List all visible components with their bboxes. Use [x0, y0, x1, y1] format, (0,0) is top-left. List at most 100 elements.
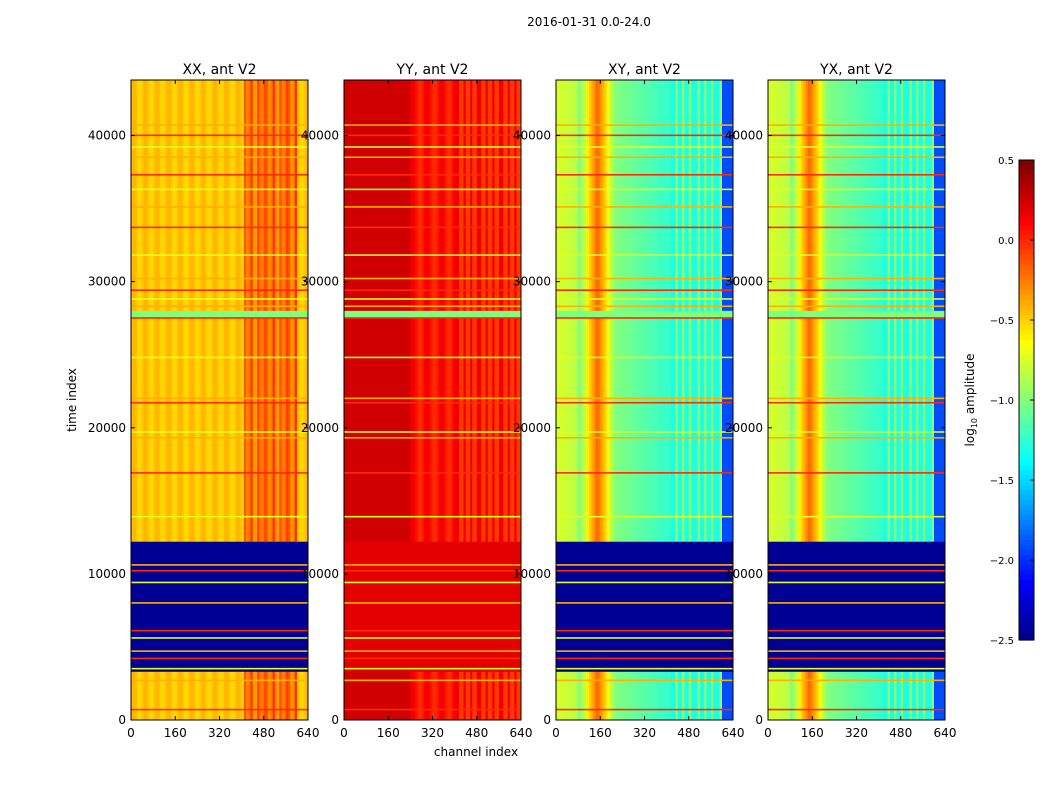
- heatmap-column: [279, 80, 282, 720]
- heatmap-column: [179, 80, 183, 720]
- heatmap-column: [617, 80, 621, 720]
- heatmap-column: [230, 80, 234, 720]
- heatmap-column: [858, 80, 862, 720]
- x-axis-label: channel index: [434, 745, 518, 759]
- flag-row: [344, 569, 521, 572]
- low-time-block: [344, 541, 521, 672]
- panel-title: YX, ant V2: [819, 62, 893, 78]
- heatmap-column: [902, 80, 906, 720]
- heatmap-column: [821, 80, 824, 720]
- y-tick-label: 0: [331, 713, 339, 727]
- flag-row: [344, 188, 521, 191]
- heatmap-column: [377, 80, 380, 720]
- heatmap-column: [931, 80, 935, 720]
- heatmap-column: [794, 80, 798, 720]
- colorbar-segment: [1019, 175, 1034, 181]
- colorbar-segment: [1019, 605, 1034, 611]
- heatmap-column: [677, 80, 681, 720]
- y-tick-label: 20000: [301, 421, 339, 435]
- heatmap-column: [346, 80, 349, 720]
- colorbar-segment: [1019, 200, 1034, 206]
- heatmap-column: [288, 80, 291, 720]
- flag-row: [131, 637, 308, 639]
- flag-row: [344, 289, 521, 292]
- heatmap-column: [776, 80, 780, 720]
- flag-row: [131, 629, 308, 632]
- flag-row: [344, 134, 521, 137]
- heatmap-column: [633, 80, 637, 720]
- heatmap-column: [728, 80, 732, 720]
- colorbar-segment: [1019, 185, 1034, 191]
- flag-row: [344, 156, 521, 159]
- heatmap-column: [805, 80, 809, 720]
- heatmap-column: [374, 80, 378, 720]
- heatmap-column: [816, 80, 820, 720]
- heatmap-column: [184, 80, 187, 720]
- heatmap-column: [263, 80, 267, 720]
- heatmap-column: [914, 80, 917, 720]
- heatmap-column: [863, 80, 866, 720]
- heatmap-column: [586, 80, 590, 720]
- colorbar-segment: [1019, 610, 1034, 616]
- heatmap-column: [232, 80, 236, 720]
- colorbar-label: log10 amplitude: [963, 354, 979, 447]
- colorbar-segment: [1019, 475, 1034, 481]
- flag-row: [768, 317, 945, 319]
- y-tick-label: 30000: [725, 275, 763, 289]
- heatmap-column: [659, 80, 663, 720]
- flag-row: [556, 436, 733, 439]
- flag-row: [131, 124, 308, 126]
- heatmap-column: [690, 80, 694, 720]
- heatmap-column: [303, 80, 307, 720]
- flag-row: [131, 650, 308, 652]
- heatmap-column: [467, 80, 471, 720]
- heatmap-column: [772, 80, 776, 720]
- flag-row: [131, 581, 308, 584]
- heatmap-column: [637, 80, 641, 720]
- flag-row: [131, 436, 308, 439]
- heatmap-column: [783, 80, 787, 720]
- heatmap-column: [726, 80, 730, 720]
- flag-row: [768, 436, 945, 439]
- flag-row: [768, 708, 945, 711]
- heatmap-column: [357, 80, 360, 720]
- heatmap-column: [719, 80, 723, 720]
- heatmap-column: [195, 80, 198, 720]
- heatmap-column: [241, 80, 245, 720]
- heatmap-column: [891, 80, 895, 720]
- colorbar-segment: [1019, 260, 1034, 266]
- heatmap-column: [204, 80, 207, 720]
- heatmap-column: [883, 80, 886, 720]
- x-tick-label: 480: [889, 726, 912, 740]
- colorbar-segment: [1019, 320, 1034, 326]
- heatmap-column: [190, 80, 194, 720]
- heatmap-image: [344, 80, 521, 720]
- flag-row: [131, 564, 308, 566]
- colorbar-segment: [1019, 285, 1034, 291]
- heatmap-column: [567, 80, 570, 720]
- heatmap-column: [494, 80, 498, 720]
- colorbar-segment: [1019, 500, 1034, 506]
- heatmap-column: [492, 80, 495, 720]
- flag-row: [768, 397, 945, 400]
- heatmap-column: [589, 80, 592, 720]
- heatmap-column: [450, 80, 453, 720]
- heatmap-column: [558, 80, 561, 720]
- heatmap-column: [272, 80, 276, 720]
- heatmap-column: [668, 80, 672, 720]
- heatmap-column: [684, 80, 688, 720]
- heatmap-column: [662, 80, 665, 720]
- heatmap-column: [571, 80, 575, 720]
- heatmap-column: [201, 80, 205, 720]
- heatmap-column: [598, 80, 601, 720]
- heatmap-column: [556, 80, 559, 720]
- colorbar-segment: [1019, 310, 1034, 316]
- colorbar-segment: [1019, 395, 1034, 401]
- flag-row: [344, 629, 521, 632]
- colorbar-label-sub: 10: [970, 418, 979, 428]
- heatmap-column: [478, 80, 482, 720]
- heatmap-column: [514, 80, 518, 720]
- flag-row: [131, 401, 308, 404]
- colorbar-segment: [1019, 215, 1034, 221]
- heatmap-column: [699, 80, 703, 720]
